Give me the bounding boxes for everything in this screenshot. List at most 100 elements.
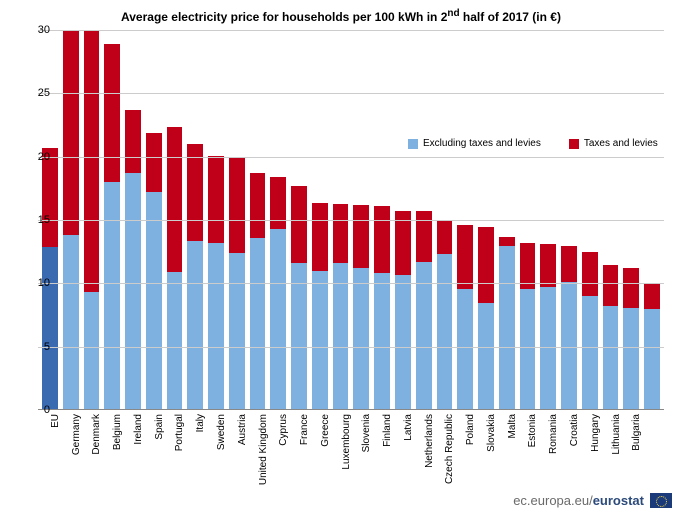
legend-swatch	[569, 139, 579, 149]
y-tick-label: 20	[20, 151, 50, 163]
bar-segment-excl	[353, 268, 369, 409]
x-tick-label: France	[299, 414, 310, 445]
bar-segment-excl	[312, 271, 328, 409]
bar-segment-excl	[104, 182, 120, 409]
bar-segment-excl	[250, 238, 266, 409]
bar-segment-taxes	[291, 186, 307, 263]
bar-segment-excl	[374, 273, 390, 409]
x-tick-label: Austria	[237, 414, 248, 445]
bar-segment-excl	[187, 241, 203, 409]
plot-area: Excluding taxes and levies Taxes and levi…	[38, 30, 664, 410]
x-tick-label: Hungary	[590, 414, 601, 452]
bar-segment-excl	[84, 292, 100, 409]
bar-segment-taxes	[333, 204, 349, 264]
x-tick-label: Estonia	[527, 414, 538, 447]
footer-text: ec.europa.eu/eurostat	[513, 493, 644, 508]
bar-segment-taxes	[250, 173, 266, 238]
bar-segment-excl	[208, 243, 224, 409]
bar-segment-taxes	[270, 177, 286, 229]
y-tick-label: 10	[20, 277, 50, 289]
bar-segment-excl	[457, 289, 473, 409]
x-axis-labels: EU Germany Denmark Belgium Ireland Spain Portu…	[38, 412, 664, 492]
x-tick-label: Greece	[320, 414, 331, 447]
x-tick-label: EU	[50, 414, 61, 428]
y-tick-label: 25	[20, 87, 50, 99]
x-tick-label: Slovenia	[361, 414, 372, 452]
bar-segment-taxes	[146, 133, 162, 193]
grid-line	[38, 347, 664, 348]
bar-segment-taxes	[437, 220, 453, 254]
x-tick-label: Netherlands	[424, 414, 435, 468]
bar-segment-taxes	[208, 156, 224, 243]
y-tick-label: 30	[20, 24, 50, 36]
legend-label: Excluding taxes and levies	[423, 138, 541, 149]
grid-line	[38, 30, 664, 31]
bar-segment-excl	[540, 287, 556, 409]
x-tick-label: Spain	[154, 414, 165, 440]
bar-segment-excl	[395, 275, 411, 409]
bar-segment-excl	[125, 173, 141, 409]
bar-segment-taxes	[582, 252, 598, 296]
bar-segment-taxes	[63, 30, 79, 235]
x-tick-label: Sweden	[216, 414, 227, 450]
bar-segment-taxes	[561, 246, 577, 283]
bar-segment-excl	[333, 263, 349, 409]
bar-segment-excl	[520, 289, 536, 409]
x-tick-label: Romania	[548, 414, 559, 454]
bar-segment-excl	[623, 308, 639, 409]
bar-segment-excl	[229, 253, 245, 409]
x-tick-label: Malta	[507, 414, 518, 438]
legend-label: Taxes and levies	[584, 138, 658, 149]
x-tick-label: Croatia	[569, 414, 580, 446]
bar-segment-excl	[42, 247, 58, 409]
x-tick-label: Lithuania	[611, 414, 622, 455]
bar-segment-taxes	[84, 30, 100, 292]
bar-segment-taxes	[229, 157, 245, 253]
x-tick-label: Bulgaria	[631, 414, 642, 451]
bar-segment-excl	[644, 309, 660, 409]
x-tick-label: Denmark	[91, 414, 102, 455]
bar-segment-taxes	[644, 284, 660, 309]
bar-segment-taxes	[540, 244, 556, 287]
bar-segment-taxes	[104, 44, 120, 182]
bar-segment-excl	[437, 254, 453, 409]
eu-flag-icon	[650, 493, 672, 508]
bar-segment-excl	[270, 229, 286, 409]
bar-segment-excl	[167, 272, 183, 409]
bar-segment-taxes	[457, 225, 473, 288]
bar-segment-excl	[63, 235, 79, 409]
x-tick-label: Luxembourg	[341, 414, 352, 470]
bar-segment-excl	[603, 306, 619, 409]
grid-line	[38, 93, 664, 94]
x-tick-label: Slovakia	[486, 414, 497, 452]
x-tick-label: United Kingdom	[258, 414, 269, 485]
bar-segment-taxes	[42, 148, 58, 247]
bar-segment-taxes	[478, 227, 494, 303]
bar-segment-excl	[291, 263, 307, 409]
y-tick-label: 5	[20, 341, 50, 353]
x-tick-label: Cyprus	[278, 414, 289, 446]
grid-line	[38, 283, 664, 284]
x-tick-label: Portugal	[174, 414, 185, 451]
bar-segment-excl	[146, 192, 162, 409]
bar-segment-taxes	[520, 243, 536, 289]
legend-item: Taxes and levies	[569, 138, 658, 149]
x-tick-label: Italy	[195, 414, 206, 432]
x-tick-label: Belgium	[112, 414, 123, 450]
bar-segment-taxes	[499, 237, 515, 246]
bar-segment-excl	[499, 246, 515, 409]
bar-segment-taxes	[623, 268, 639, 307]
grid-line	[38, 157, 664, 158]
chart-title: Average electricity price for households…	[0, 8, 682, 24]
legend-item: Excluding taxes and levies	[408, 138, 541, 149]
footer: ec.europa.eu/eurostat	[513, 493, 672, 508]
x-tick-label: Germany	[71, 414, 82, 455]
x-tick-label: Latvia	[403, 414, 414, 441]
x-tick-label: Finland	[382, 414, 393, 447]
electricity-price-chart: Average electricity price for households…	[0, 0, 682, 512]
x-tick-label: Ireland	[133, 414, 144, 445]
x-tick-label: Poland	[465, 414, 476, 445]
bar-segment-taxes	[353, 205, 369, 268]
bar-segment-taxes	[312, 203, 328, 271]
y-tick-label: 15	[20, 214, 50, 226]
